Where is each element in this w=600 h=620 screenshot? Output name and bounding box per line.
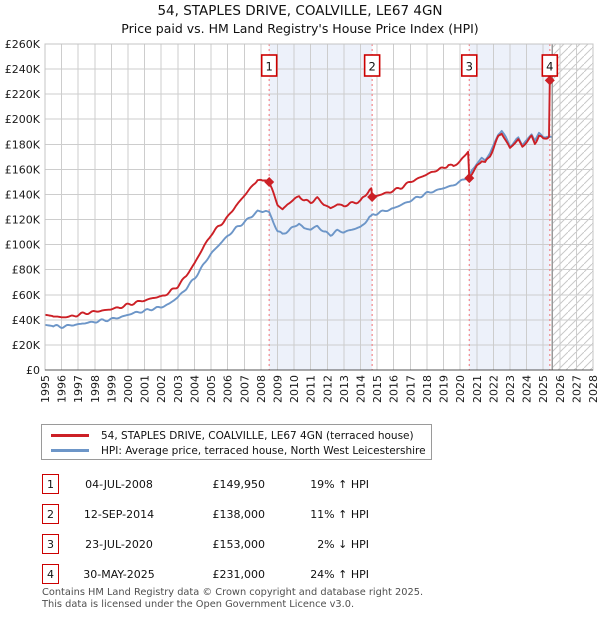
x-axis-tick-label: 2016 (388, 375, 401, 403)
footer-line-2: This data is licensed under the Open Gov… (42, 598, 355, 610)
legend-label: HPI: Average price, terraced house, Nort… (101, 444, 426, 457)
table-row: 2 12-SEP-2014 £138,000 11% ↑ HPI (42, 504, 382, 524)
row-number-badge: 1 (42, 474, 59, 494)
x-axis-tick-label: 2013 (338, 375, 351, 403)
x-axis-tick-label: 2018 (421, 375, 434, 403)
y-axis-tick-label: £0 (26, 364, 40, 377)
legend-item: 54, STAPLES DRIVE, COALVILLE, LE67 4GN (… (42, 428, 431, 443)
x-axis-tick-label: 2026 (554, 375, 567, 403)
legend-item: HPI: Average price, terraced house, Nort… (42, 443, 431, 458)
y-axis-tick-label: £120K (5, 214, 41, 227)
future-hatch-region (552, 44, 593, 370)
x-axis-tick-label: 2019 (438, 375, 451, 403)
transactions-table: 1 04-JUL-2008 £149,950 19% ↑ HPI 2 12-SE… (42, 474, 382, 594)
x-axis-tick-label: 2001 (139, 375, 152, 403)
x-axis-tick-label: 1997 (72, 375, 85, 403)
property-series-line (44, 80, 551, 319)
sale-marker-number: 2 (368, 60, 375, 74)
table-row: 1 04-JUL-2008 £149,950 19% ↑ HPI (42, 474, 382, 494)
sale-price: £231,000 (212, 567, 266, 581)
legend-swatch-property-line (51, 434, 89, 437)
legend-swatch-hpi-line (51, 449, 89, 452)
sale-date: 30-MAY-2025 (83, 567, 155, 581)
hpi-diff: 2% ↓ HPI (317, 537, 369, 551)
y-axis-tick-label: £260K (5, 38, 41, 51)
y-axis-tick-label: £240K (5, 63, 41, 76)
y-axis-tick-label: £20K (12, 339, 41, 352)
x-axis-tick-label: 2017 (404, 375, 417, 403)
sale-date: 12-SEP-2014 (83, 507, 155, 521)
table-row: 3 23-JUL-2020 £153,000 2% ↓ HPI (42, 534, 382, 554)
x-axis-tick-label: 2002 (155, 375, 168, 403)
ownership-period-band (269, 44, 373, 370)
x-axis-tick-label: 2024 (521, 375, 534, 403)
x-axis-tick-label: 2022 (487, 375, 500, 403)
sale-marker-number: 1 (266, 60, 273, 74)
x-axis-tick-label: 2020 (454, 375, 467, 403)
page-subtitle: Price paid vs. HM Land Registry's House … (121, 21, 479, 36)
legend: 54, STAPLES DRIVE, COALVILLE, LE67 4GN (… (41, 424, 432, 460)
x-axis-tick-label: 1998 (89, 375, 102, 403)
hpi-diff: 11% ↑ HPI (310, 507, 369, 521)
sale-price: £153,000 (212, 537, 266, 551)
hpi-diff: 19% ↑ HPI (310, 477, 369, 491)
sale-point-diamond (544, 75, 555, 86)
sale-marker-number: 3 (466, 60, 473, 74)
x-axis-tick-label: 2027 (570, 375, 583, 403)
x-axis-tick-label: 1996 (56, 375, 69, 403)
footer-line-1: Contains HM Land Registry data © Crown c… (42, 587, 424, 598)
x-axis-tick-label: 2021 (471, 375, 484, 403)
sale-point-diamond (464, 173, 475, 184)
page-title: 54, STAPLES DRIVE, COALVILLE, LE67 4GN (157, 3, 443, 19)
row-number-badge: 2 (42, 504, 59, 524)
sale-price: £138,000 (212, 507, 266, 521)
x-axis-tick-label: 2010 (288, 375, 301, 403)
license-footer: Contains HM Land Registry data © Crown c… (42, 587, 423, 610)
y-axis-tick-label: £80K (12, 264, 41, 277)
x-axis-tick-label: 1999 (105, 375, 118, 403)
y-axis-tick-label: £200K (5, 113, 41, 126)
y-axis-tick-label: £180K (5, 138, 41, 151)
y-axis-tick-label: £140K (5, 188, 41, 201)
sale-date: 04-JUL-2008 (85, 477, 153, 491)
x-axis-tick-label: 2009 (271, 375, 284, 403)
y-axis-tick-label: £100K (5, 239, 41, 252)
sale-price: £149,950 (212, 477, 266, 491)
legend-label: 54, STAPLES DRIVE, COALVILLE, LE67 4GN (… (101, 429, 414, 442)
y-axis-tick-label: £160K (5, 163, 41, 176)
x-axis-tick-label: 2014 (355, 375, 368, 403)
x-axis-tick-label: 2004 (188, 375, 201, 403)
sale-marker-box (460, 54, 478, 77)
x-axis-tick-label: 2007 (238, 375, 251, 403)
x-axis-tick-label: 2023 (504, 375, 517, 403)
sale-marker-number: 4 (546, 60, 553, 74)
y-axis-tick-label: £60K (12, 289, 41, 302)
row-number-badge: 4 (42, 564, 59, 584)
x-axis-tick-label: 2006 (222, 375, 235, 403)
x-axis-tick-label: 2003 (172, 375, 185, 403)
x-axis-tick-label: 2005 (205, 375, 218, 403)
x-axis-tick-label: 2028 (587, 375, 600, 403)
sale-point-diamond (264, 176, 275, 187)
x-axis-tick-label: 2008 (255, 375, 268, 403)
x-axis-tick-label: 2000 (122, 375, 135, 403)
x-axis-tick-label: 2012 (321, 375, 334, 403)
x-axis-tick-label: 2011 (305, 375, 318, 403)
table-row: 4 30-MAY-2025 £231,000 24% ↑ HPI (42, 564, 382, 584)
y-axis-tick-label: £220K (5, 88, 41, 101)
hpi-diff: 24% ↑ HPI (310, 567, 369, 581)
x-axis-tick-label: 2025 (537, 375, 550, 403)
sale-point-diamond (367, 191, 378, 202)
sale-marker-box (260, 54, 278, 77)
x-axis-tick-label: 2015 (371, 375, 384, 403)
x-axis-tick-label: 1995 (39, 375, 52, 403)
sale-marker-box (363, 54, 381, 77)
y-axis-tick-label: £40K (12, 314, 41, 327)
sale-date: 23-JUL-2020 (85, 537, 153, 551)
row-number-badge: 3 (42, 534, 59, 554)
sale-marker-box (541, 54, 559, 77)
